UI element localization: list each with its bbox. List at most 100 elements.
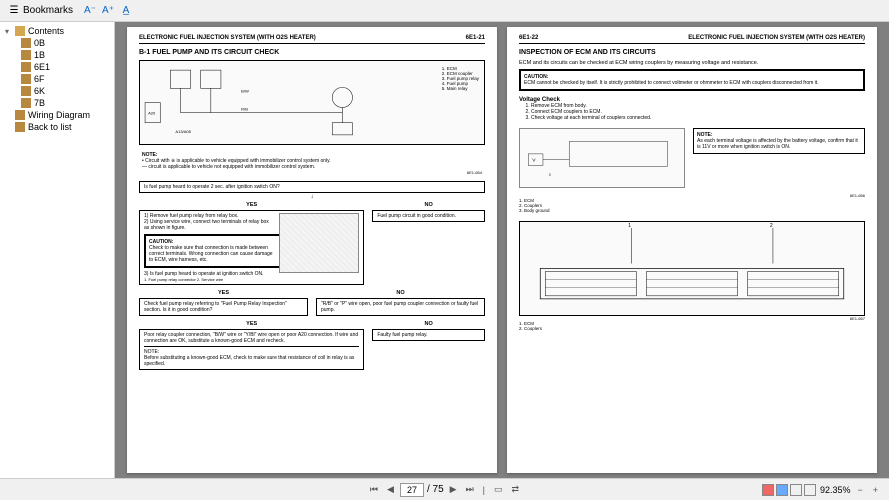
relay-figure: [279, 213, 359, 273]
page-number-input[interactable]: [400, 483, 424, 497]
flow-result: Faulty fuel pump relay.: [372, 329, 485, 341]
flow-text: 1) Remove fuel pump relay from relay box…: [144, 213, 269, 231]
tree-item[interactable]: 6E1: [3, 61, 111, 73]
reflow-icon[interactable]: ⇄: [509, 484, 523, 495]
tree-root[interactable]: ▾ Contents: [3, 25, 111, 37]
page-icon: [21, 62, 31, 72]
first-page-icon[interactable]: ⏮: [367, 484, 381, 495]
page-header: ELECTRONIC FUEL INJECTION SYSTEM (WITH O…: [139, 35, 485, 44]
tree-root-label: Contents: [28, 26, 64, 36]
no-label: NO: [316, 290, 485, 296]
yes-label: YES: [139, 321, 364, 327]
page-icon: [21, 38, 31, 48]
status-bar: ⏮ ◀ / 75 ▶ ⏭ | ▭ ⇄ 92.35% − +: [0, 478, 889, 500]
note-text: As each terminal voltage is affected by …: [697, 138, 858, 150]
flow-question: Is fuel pump heard to operate 2 sec. aft…: [139, 181, 485, 193]
page-icon: [15, 110, 25, 120]
tree-label: 6E1: [34, 62, 50, 72]
svg-text:3: 3: [549, 173, 551, 177]
page-icon: [21, 98, 31, 108]
header-title: ELECTRONIC FUEL INJECTION SYSTEM (WITH O…: [688, 35, 865, 41]
tree-label: 6F: [34, 74, 45, 84]
svg-text:R/B: R/B: [241, 107, 248, 112]
tree-item[interactable]: 1B: [3, 49, 111, 61]
tree-item[interactable]: 6F: [3, 73, 111, 85]
flow-step: 1) Remove fuel pump relay from relay box…: [139, 210, 364, 285]
header-code: 6E1-21: [466, 35, 485, 41]
svg-text:B/W: B/W: [241, 88, 249, 93]
svg-text:1: 1: [628, 223, 631, 229]
section-title: B-1 FUEL PUMP AND ITS CIRCUIT CHECK: [139, 49, 485, 56]
caution-text: Check to make sure that connection is ma…: [149, 245, 273, 263]
single-page-icon[interactable]: [762, 484, 774, 496]
fig-ref: 6E1-654: [142, 170, 482, 175]
folder-icon: [15, 26, 25, 36]
page-navigation: ⏮ ◀ / 75 ▶ ⏭ | ▭ ⇄: [367, 483, 522, 497]
step-item: Check voltage at each terminal of couple…: [531, 115, 865, 121]
zoom-level: 92.35%: [820, 485, 851, 495]
zoom-in-icon[interactable]: +: [870, 485, 881, 495]
caution-block: CAUTION: ECM cannot be checked by itself…: [519, 69, 865, 91]
legend-item: 2. Couplers: [519, 326, 865, 331]
intro-text: ECM and its circuits can be checked at E…: [519, 60, 865, 66]
zoom-out-icon[interactable]: −: [854, 485, 865, 495]
collapse-icon[interactable]: ▾: [5, 27, 15, 36]
voltage-check-figure: V 3: [519, 128, 685, 188]
flow-text: Poor relay coupler connection, "B/W" wir…: [144, 332, 358, 344]
next-page-icon[interactable]: ▶: [447, 484, 460, 495]
page-icon: [21, 74, 31, 84]
header-code: 6E1-22: [519, 35, 538, 41]
tree-label: 6K: [34, 86, 45, 96]
text-style-icon[interactable]: A̲: [119, 4, 133, 18]
header-title: ELECTRONIC FUEL INJECTION SYSTEM (WITH O…: [139, 35, 316, 41]
tree-label: 1B: [34, 50, 45, 60]
sidebar-toggle-icon[interactable]: ☰: [7, 4, 21, 18]
tree-label: 7B: [34, 98, 45, 108]
page-icon: [15, 122, 25, 132]
bookmarks-label: Bookmarks: [23, 5, 73, 16]
svg-text:V: V: [532, 157, 536, 163]
main-area: ▾ Contents 0B 1B 6E1 6F 6K 7B Wiring Dia…: [0, 22, 889, 478]
page-right: 6E1-22 ELECTRONIC FUEL INJECTION SYSTEM …: [507, 27, 877, 473]
page-icon: [21, 86, 31, 96]
flow-step: "R/B" or "P" wire open, poor fuel pump c…: [316, 298, 485, 316]
circuit-diagram: A20 B/W R/B A13/A05 1. ECM 2. ECM couple…: [139, 60, 485, 145]
tree-item[interactable]: 7B: [3, 97, 111, 109]
flow-step: Poor relay coupler connection, "B/W" wir…: [139, 329, 364, 370]
figure-legend: 1. ECM 2. Couplers 3. Body ground: [519, 198, 865, 213]
yes-label: YES: [139, 290, 308, 296]
svg-text:A13/A05: A13/A05: [175, 129, 191, 134]
diagram-legend: 1. ECM 2. ECM coupler 3. Fuel pump relay…: [442, 66, 479, 91]
steps-list: Remove ECM from body. Connect ECM couple…: [519, 103, 865, 121]
note-block: NOTE: As each terminal voltage is affect…: [693, 128, 865, 154]
tree-wiring[interactable]: Wiring Diagram: [3, 109, 111, 121]
zoom-controls: 92.35% − +: [762, 484, 881, 496]
note-text: Before substituting a known-good ECM, ch…: [144, 355, 354, 367]
continuous-icon[interactable]: [790, 484, 802, 496]
page-left: ELECTRONIC FUEL INJECTION SYSTEM (WITH O…: [127, 27, 497, 473]
tree-label: 0B: [34, 38, 45, 48]
prev-page-icon[interactable]: ◀: [384, 484, 397, 495]
tree-item[interactable]: 0B: [3, 37, 111, 49]
page-viewer[interactable]: ELECTRONIC FUEL INJECTION SYSTEM (WITH O…: [115, 22, 889, 478]
text-size-large-icon[interactable]: A⁺: [101, 4, 115, 18]
note-block: NOTE: • Circuit with ※ is applicable to …: [139, 149, 485, 178]
continuous-two-icon[interactable]: [804, 484, 816, 496]
flow-result: Fuel pump circuit in good condition.: [372, 210, 485, 222]
section-title: INSPECTION OF ECM AND ITS CIRCUITS: [519, 49, 865, 56]
divider: |: [480, 485, 488, 495]
top-toolbar: ☰ Bookmarks A⁻ A⁺ A̲: [0, 0, 889, 22]
svg-text:2: 2: [770, 223, 773, 229]
caution-text: ECM cannot be checked by itself. It is s…: [524, 80, 819, 86]
text-size-small-icon[interactable]: A⁻: [83, 4, 97, 18]
flow-arrow-icon: ↓: [139, 195, 485, 199]
page-view-icon[interactable]: ▭: [491, 484, 506, 495]
bookmarks-sidebar: ▾ Contents 0B 1B 6E1 6F 6K 7B Wiring Dia…: [0, 22, 115, 478]
two-page-icon[interactable]: [776, 484, 788, 496]
tree-back[interactable]: Back to list: [3, 121, 111, 133]
yes-label: YES: [139, 202, 364, 208]
last-page-icon[interactable]: ⏭: [463, 484, 477, 495]
svg-text:A20: A20: [148, 111, 156, 116]
legend-item: 3. Body ground: [519, 208, 865, 213]
tree-item[interactable]: 6K: [3, 85, 111, 97]
